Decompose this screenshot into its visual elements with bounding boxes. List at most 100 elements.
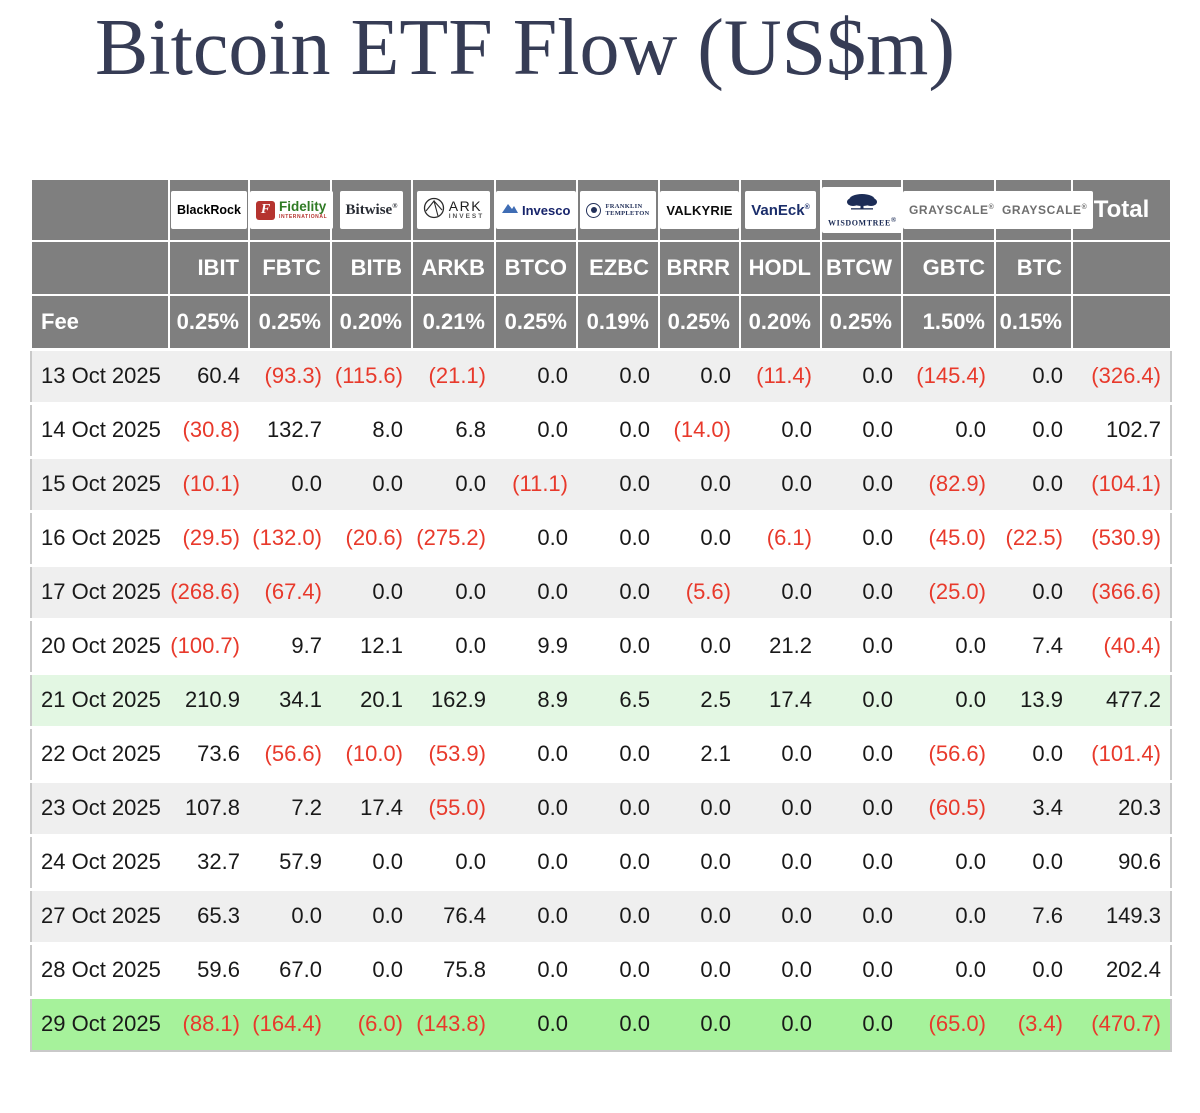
value-cell: 0.0 xyxy=(659,617,740,673)
value-cell: 2.1 xyxy=(659,725,740,781)
value-cell: 0.0 xyxy=(821,617,902,673)
value-cell: 0.0 xyxy=(902,833,995,889)
value-cell: (67.4) xyxy=(249,563,331,619)
value-cell: 0.0 xyxy=(659,941,740,997)
value-cell: 0.0 xyxy=(740,887,821,943)
value-cell: (25.0) xyxy=(902,563,995,619)
value-cell: 0.0 xyxy=(249,455,331,511)
value-cell: 0.0 xyxy=(821,347,902,403)
value-cell: (115.6) xyxy=(331,347,412,403)
fee-cell: 1.50% xyxy=(901,294,996,350)
value-cell: 34.1 xyxy=(249,671,331,727)
date-cell: 24 Oct 2025 xyxy=(31,833,169,889)
value-cell: 0.0 xyxy=(495,401,577,457)
fee-cell: 0.20% xyxy=(330,294,413,350)
value-cell: (275.2) xyxy=(412,509,495,565)
value-cell: 0.0 xyxy=(577,725,659,781)
fee-cell: 0.15% xyxy=(994,294,1073,350)
value-cell: 0.0 xyxy=(412,617,495,673)
value-cell: 0.0 xyxy=(821,509,902,565)
value-cell: 0.0 xyxy=(495,725,577,781)
ticker-cell-brrr: BRRR xyxy=(658,240,741,296)
value-cell: (88.1) xyxy=(169,995,249,1051)
table-row: 21 Oct 2025 210.9 34.1 20.1 162.9 8.9 6.5 2.5 17… xyxy=(31,671,1171,727)
value-cell: 0.0 xyxy=(740,995,821,1051)
fee-cell: 0.25% xyxy=(168,294,250,350)
provider-logo-row: BlackRock F Fidelity INTERNATIONAL Bitwise® A… xyxy=(30,178,1172,242)
total-cell: (104.1) xyxy=(1072,455,1171,511)
value-cell: 0.0 xyxy=(740,833,821,889)
value-cell: (65.0) xyxy=(902,995,995,1051)
value-cell: (145.4) xyxy=(902,347,995,403)
value-cell: 59.6 xyxy=(169,941,249,997)
total-cell: 202.4 xyxy=(1072,941,1171,997)
value-cell: 0.0 xyxy=(659,833,740,889)
value-cell: 0.0 xyxy=(412,455,495,511)
value-cell: 73.6 xyxy=(169,725,249,781)
table-row: 22 Oct 2025 73.6 (56.6) (10.0) (53.9) 0.0 0.0 2… xyxy=(31,725,1171,781)
value-cell: (10.0) xyxy=(331,725,412,781)
provider-logo-cell: FRANKLIN TEMPLETON xyxy=(576,178,660,242)
value-cell: (55.0) xyxy=(412,779,495,835)
value-cell: (93.3) xyxy=(249,347,331,403)
value-cell: (29.5) xyxy=(169,509,249,565)
value-cell: 0.0 xyxy=(577,887,659,943)
value-cell: 0.0 xyxy=(331,563,412,619)
fidelity-logo: F Fidelity INTERNATIONAL xyxy=(250,191,334,229)
value-cell: 75.8 xyxy=(412,941,495,997)
value-cell: 0.0 xyxy=(821,401,902,457)
franklin-seal-icon xyxy=(586,202,602,218)
total-ticker-cell xyxy=(1071,240,1172,296)
vaneck-logo: VanEck® xyxy=(745,191,816,229)
value-cell: 0.0 xyxy=(577,455,659,511)
total-cell: (40.4) xyxy=(1072,617,1171,673)
date-cell: 23 Oct 2025 xyxy=(31,779,169,835)
value-cell: 8.0 xyxy=(331,401,412,457)
value-cell: (5.6) xyxy=(659,563,740,619)
value-cell: 0.0 xyxy=(902,887,995,943)
value-cell: 107.8 xyxy=(169,779,249,835)
fee-cell: 0.19% xyxy=(576,294,660,350)
fee-cell: 0.25% xyxy=(820,294,903,350)
table-row: 20 Oct 2025 (100.7) 9.7 12.1 0.0 9.9 0.0 0.0 21.… xyxy=(31,617,1171,673)
value-cell: 0.0 xyxy=(995,455,1072,511)
value-cell: 32.7 xyxy=(169,833,249,889)
value-cell: 0.0 xyxy=(995,563,1072,619)
value-cell: 0.0 xyxy=(821,887,902,943)
ticker-cell-ezbc: EZBC xyxy=(576,240,660,296)
value-cell: 0.0 xyxy=(995,725,1072,781)
value-cell: 0.0 xyxy=(740,941,821,997)
value-cell: 0.0 xyxy=(495,941,577,997)
page-title: Bitcoin ETF Flow (US$m) xyxy=(95,4,956,92)
value-cell: 0.0 xyxy=(740,563,821,619)
total-cell: (530.9) xyxy=(1072,509,1171,565)
blackrock-logo: BlackRock xyxy=(171,191,247,229)
value-cell: (45.0) xyxy=(902,509,995,565)
provider-logo-cell: WISDOMTREE® xyxy=(820,178,903,242)
value-cell: 0.0 xyxy=(331,833,412,889)
value-cell: 21.2 xyxy=(740,617,821,673)
provider-logo-cell: ARK INVEST xyxy=(411,178,496,242)
invesco-mountain-icon xyxy=(502,201,518,219)
etf-flow-table: BlackRock F Fidelity INTERNATIONAL Bitwise® A… xyxy=(30,178,1172,1052)
value-cell: 0.0 xyxy=(659,509,740,565)
value-cell: 162.9 xyxy=(412,671,495,727)
value-cell: 0.0 xyxy=(577,617,659,673)
total-fee-cell xyxy=(1071,294,1172,350)
bitwise-logo: Bitwise® xyxy=(339,191,404,229)
value-cell: 0.0 xyxy=(495,779,577,835)
provider-logo-cell: GRAYSCALE® xyxy=(994,178,1094,242)
value-cell: 67.0 xyxy=(249,941,331,997)
value-cell: (30.8) xyxy=(169,401,249,457)
table-row: 13 Oct 2025 60.4 (93.3) (115.6) (21.1) 0.0 0.0… xyxy=(31,347,1171,403)
value-cell: (132.0) xyxy=(249,509,331,565)
table-row: 14 Oct 2025 (30.8) 132.7 8.0 6.8 0.0 0.0 (14.0)… xyxy=(31,401,1171,457)
value-cell: (22.5) xyxy=(995,509,1072,565)
value-cell: 0.0 xyxy=(821,563,902,619)
value-cell: 210.9 xyxy=(169,671,249,727)
value-cell: 0.0 xyxy=(902,401,995,457)
table-header: BlackRock F Fidelity INTERNATIONAL Bitwise® A… xyxy=(30,178,1172,350)
value-cell: 0.0 xyxy=(495,563,577,619)
value-cell: 0.0 xyxy=(577,833,659,889)
grayscale-logo: GRAYSCALE® xyxy=(903,191,1001,229)
